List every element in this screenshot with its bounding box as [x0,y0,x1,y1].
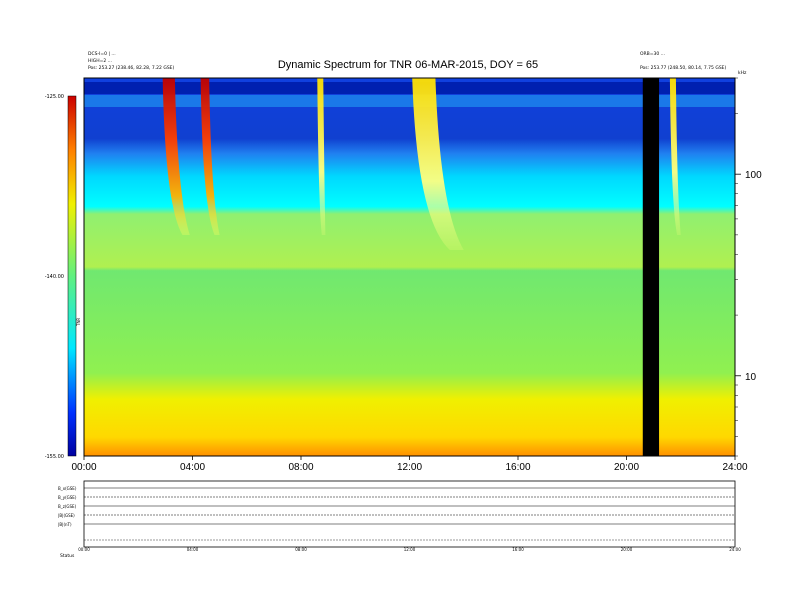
panel-time-label: 12:00 [404,547,416,552]
header-right-line-2: Pos: 253.77 (248.50, 80.14, 7.75 GSE) [640,65,727,71]
time-tick-label: 24:00 [722,462,747,473]
spectrogram-background [84,78,735,456]
data-gap [642,78,660,456]
footer-status: Status [60,553,75,559]
header-left-line-3: Pos: 253.27 (238.46, 82.28, 7.22 GSE) [88,65,175,71]
colorbar-tick-bottom: -155.00 [45,454,64,460]
panel-label: B_z(GSE) [58,504,77,509]
panel-time-label: 00:00 [78,547,90,552]
frequency-unit: kHz [738,70,747,76]
radio-burst-5 [669,78,681,235]
panel-label: |B|(nT) [58,522,72,527]
header-left-line-1: DCS-I=0 | ... [88,51,116,57]
panel-time-label: 04:00 [187,547,199,552]
colorbar-tick-top: -125.00 [45,94,64,100]
spectrogram [83,77,736,457]
radio-bursts [162,78,681,250]
header-left-line-2: HIGH=2 ... [88,58,112,64]
time-tick-label: 08:00 [288,462,313,473]
magnetometer-panels: B_x(GSE) B_y(GSE) B_z(GSE) |B|(GSE) |B|(nT) 0… [58,480,741,552]
panel-time-label: 16:00 [512,547,524,552]
panels-frame [83,480,736,548]
high-freq-band [84,95,735,107]
panel-time-label: 08:00 [295,547,307,552]
radio-burst-1 [162,78,190,235]
panel-label: B_y(GSE) [58,495,77,500]
time-tick-label: 12:00 [397,462,422,473]
panel-time-label: 24:00 [729,547,741,552]
time-tick-label: 04:00 [180,462,205,473]
colorbar-tick-mid: -140.00 [45,274,64,280]
chart-title: Dynamic Spectrum for TNR 06-MAR-2015, DO… [278,59,538,71]
dark-band [84,82,735,94]
radio-burst-2 [200,78,220,235]
panel-label: B_x(GSE) [58,486,77,491]
radio-burst-4 [412,78,464,250]
colorbar [67,95,77,457]
panel-label: |B|(GSE) [58,513,75,518]
time-axis: 00:00 04:00 08:00 12:00 16:00 20:00 24:00 [71,456,748,473]
time-tick-label: 20:00 [614,462,639,473]
colorbar-label: TNR [76,318,81,327]
frequency-axis: 100 10 [735,77,762,457]
panel-time-label: 20:00 [621,547,633,552]
time-tick-label: 16:00 [505,462,530,473]
radio-burst-3 [317,78,326,235]
frequency-tick-label-10: 10 [745,372,757,383]
frequency-tick-label-100: 100 [745,170,762,181]
header-right-line-1: ORB=30 ... [640,51,665,57]
time-tick-label: 00:00 [71,462,96,473]
